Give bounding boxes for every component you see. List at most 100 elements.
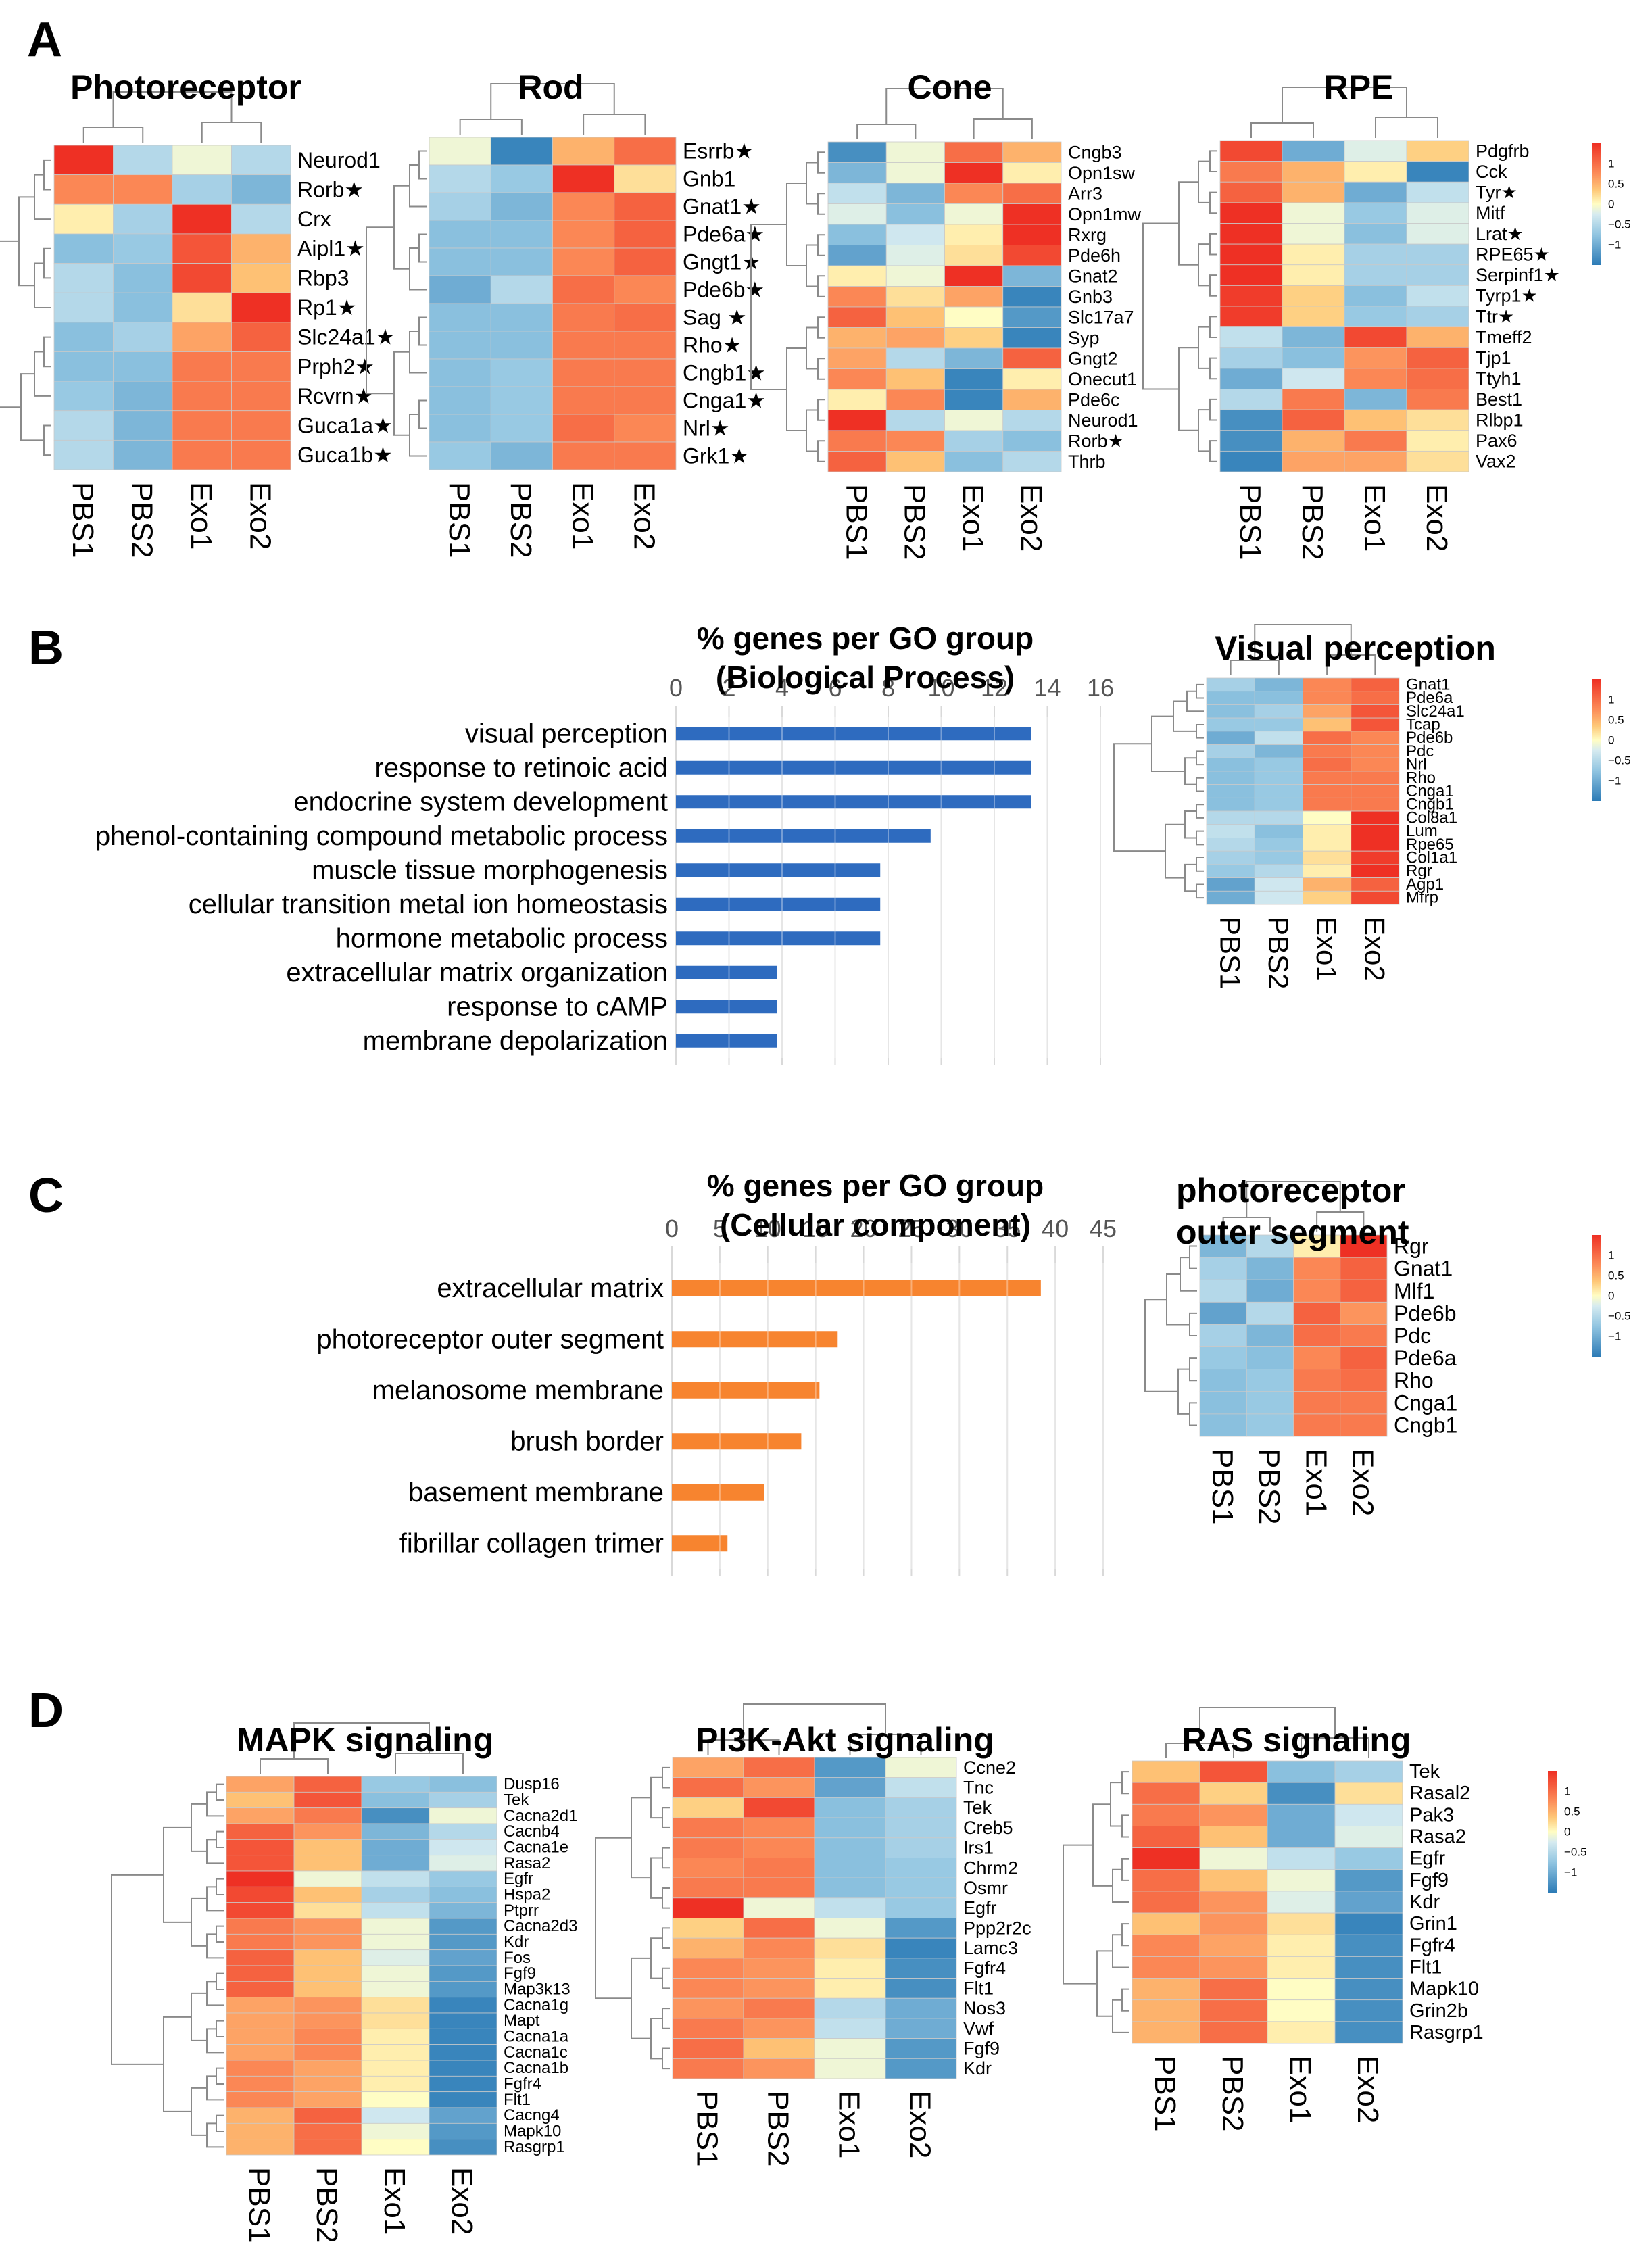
column-label: Exo2 [1015, 484, 1048, 552]
row-label: Tmeff2 [1476, 327, 1532, 347]
row-label: Cngb1 [1406, 796, 1454, 814]
x-tick-label: 25 [898, 1215, 925, 1242]
column-label: Exo1 [956, 484, 990, 552]
heatmap-cell-irs1-pbs1 [672, 1837, 744, 1858]
heatmap-cell-best1-pbs2 [1282, 389, 1345, 410]
column-label: Exo1 [185, 482, 218, 550]
heatmap-cell-best1-pbs1 [1219, 389, 1283, 410]
heatmap-cell-aipl1-exo2 [231, 233, 291, 264]
heatmap-cell-guca1a-pbs1 [53, 410, 114, 441]
heatmap-cell-rasgrp1-exo2 [1334, 2021, 1403, 2044]
heatmap-cell-thrb-exo1 [944, 451, 1004, 472]
x-tick-label: 8 [881, 674, 895, 702]
category-label: phenol-containing compound metabolic pro… [95, 821, 668, 851]
column-label: Exo1 [833, 2091, 866, 2158]
heatmap-cell-gnb3-pbs2 [885, 286, 945, 308]
row-label: Lrat★ [1476, 224, 1524, 244]
legend-tick: 1 [1564, 1785, 1570, 1798]
row-label: Cck [1476, 162, 1507, 182]
heatmap-cell-rgr-exo1 [1293, 1234, 1341, 1258]
category-label: basement membrane [408, 1478, 664, 1507]
color-legend: 1 0.5 0 −0.5 −1 [1592, 679, 1631, 801]
heatmap-cell-rorb-pbs2 [885, 430, 945, 452]
x-tick-label: 20 [850, 1215, 877, 1242]
heatmap-cell-kdr-exo1 [1267, 1891, 1336, 1914]
heatmap-cell-vax2-exo1 [1344, 450, 1407, 472]
row-label: Cacna2d1 [504, 1807, 577, 1825]
heatmap-cell-osmr-exo2 [885, 1877, 957, 1899]
row-label: Thrb [1068, 452, 1106, 472]
heatmap-title: Visual perception [1215, 629, 1496, 667]
bar-membrane-depolarization [676, 1034, 777, 1048]
heatmap-cell-cnga1-exo2 [614, 386, 677, 415]
heatmap-cell-pde6b-exo2 [614, 275, 677, 304]
legend-colorbar [1592, 679, 1601, 801]
row-label: Fgf9 [963, 2038, 1000, 2058]
heatmap-cell-pdc-pbs1 [1199, 1324, 1247, 1347]
column-dendrogram [1222, 1181, 1365, 1232]
row-label: Opn1mw [1068, 204, 1142, 224]
row-label: Guca1a★ [297, 414, 393, 438]
x-tick-label: 30 [946, 1215, 973, 1242]
column-label: PBS1 [443, 482, 476, 558]
row-label: Cacna1g [504, 1996, 568, 2014]
heatmap-cell-pde6a-exo1 [552, 220, 615, 249]
row-label: Fgfr4 [504, 2075, 541, 2093]
row-label: Slc24a1★ [297, 325, 395, 349]
row-label: Cnga1 [1394, 1390, 1457, 1415]
row-label: Chrm2 [963, 1858, 1018, 1878]
row-label: Osmr [963, 1878, 1008, 1898]
heatmap-cell-slc24a1-exo2 [231, 322, 291, 352]
row-label: Pak3 [1409, 1804, 1454, 1826]
heatmap-cell-ttyh1-exo1 [1344, 368, 1407, 389]
heatmap-cell-guca1b-pbs2 [113, 439, 173, 470]
heatmap-cell-nrl-pbs1 [429, 414, 491, 443]
heatmap-cell-tnc-exo1 [814, 1777, 886, 1798]
row-label: Best1 [1476, 389, 1522, 410]
row-label: Flt1 [963, 1978, 994, 1998]
category-label: muscle tissue morphogenesis [312, 855, 668, 885]
heatmap-cell-tyrp1-pbs2 [1282, 285, 1345, 307]
heatmap-cell-pdgfrb-exo1 [1344, 140, 1407, 162]
row-label: Pde6c [1068, 389, 1120, 410]
heatmap-cell-pde6h-exo2 [1002, 245, 1062, 266]
heatmap-cell-osmr-exo1 [814, 1877, 886, 1899]
heatmap-title: RAS signaling [1182, 1721, 1411, 1759]
row-label: Rasgrp1 [1409, 2022, 1484, 2043]
bar-chart-subtitle: (Cellular component) [719, 1207, 1031, 1242]
heatmap-cell-gnat2-exo1 [944, 265, 1004, 287]
heatmap-cell-mitf-pbs2 [1282, 202, 1345, 224]
row-label: Fgf9 [504, 1964, 536, 1983]
legend-tick: 0 [1608, 198, 1614, 211]
row-label: Pde6a [1394, 1346, 1457, 1370]
row-label: Fgf9 [1409, 1870, 1449, 1891]
heatmap-cell-gnb1-pbs2 [490, 164, 553, 193]
heatmap-cell-sag-exo1 [552, 303, 615, 332]
bar-chart-title: % genes per GO group (Biological Process) [595, 618, 1136, 697]
heatmap-cell-grin2b-exo2 [1334, 1999, 1403, 2022]
row-dendrogram [1063, 1771, 1129, 2033]
heatmap-cell-tnc-pbs1 [672, 1777, 744, 1798]
heatmap-cell-fgfr4-pbs2 [743, 1958, 815, 1979]
color-legend: 1 0.5 0 −0.5 −1 [1592, 143, 1631, 265]
heatmap-cell-rlbp1-exo2 [1406, 409, 1469, 431]
heatmap-cell-egfr-pbs1 [672, 1897, 744, 1918]
heatmap-cell-neurod1-exo1 [944, 410, 1004, 431]
column-label: PBS1 [243, 2167, 276, 2243]
bar-response-to-camp [676, 1000, 777, 1014]
column-dendrogram [707, 1703, 922, 1755]
heatmap-cell-mitf-exo2 [1406, 202, 1469, 224]
row-label: Nos3 [963, 1998, 1006, 2018]
heatmap-cell-ppp2r2c-pbs1 [672, 1918, 744, 1939]
row-label: Egfr [1409, 1848, 1446, 1870]
row-label: Gnat2 [1068, 266, 1118, 286]
heatmap-cell-syp-exo2 [1002, 327, 1062, 349]
heatmap-title: PI3K-Akt signaling [696, 1721, 994, 1759]
heatmap-cell-grk1-pbs1 [429, 441, 491, 470]
heatmap-cell-sag-pbs1 [429, 303, 491, 332]
heatmap-cell-ttyh1-pbs1 [1219, 368, 1283, 389]
row-label: Gnat1 [1394, 1257, 1453, 1281]
row-label: Onecut1 [1068, 369, 1137, 389]
